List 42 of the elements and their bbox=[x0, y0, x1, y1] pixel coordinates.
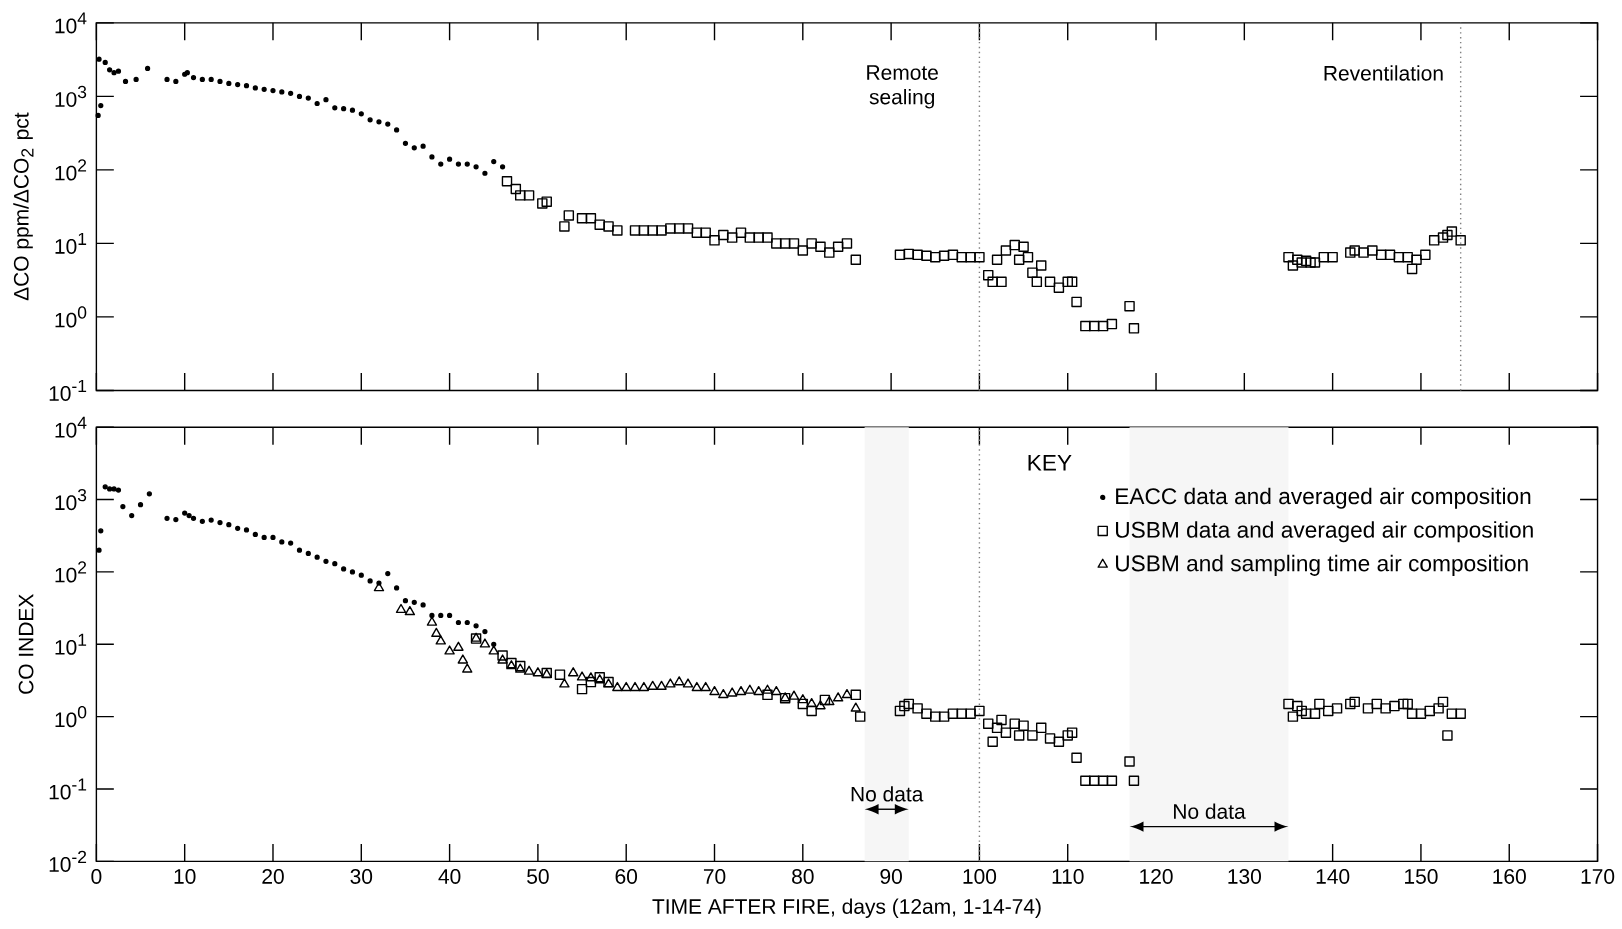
band-label: No data bbox=[851, 786, 924, 802]
y-tick-label: 10$^{3}$ bbox=[55, 85, 87, 108]
y-tick-label: 10$^{-2}$ bbox=[49, 850, 87, 873]
x-tick-label: 50 bbox=[527, 869, 549, 884]
x-axis-title: TIME AFTER FIRE, days (12am, 1-14-74) bbox=[652, 898, 1041, 919]
x-tick-label: 120 bbox=[1140, 869, 1173, 884]
legend-label: USBM and sampling time air composition bbox=[1116, 554, 1528, 576]
ref-line-label: Reventilation bbox=[1324, 65, 1443, 81]
legend-label: USBM data and averaged air composition bbox=[1116, 521, 1533, 543]
x-tick-label: 130 bbox=[1228, 869, 1261, 884]
y-axis-title: ΔCO ppm/ΔCO$_{2}$ pct bbox=[13, 112, 34, 301]
y-tick-label: 10$^{-1}$ bbox=[49, 778, 87, 800]
x-tick-label: 170 bbox=[1581, 869, 1615, 884]
y-tick-label: 10$^{0}$ bbox=[55, 306, 87, 328]
x-tick-label: 150 bbox=[1405, 869, 1438, 884]
x-tick-label: 140 bbox=[1316, 869, 1350, 884]
y-tick-label: 10$^{4}$ bbox=[55, 416, 87, 438]
ref-line-label: Remote sealing bbox=[867, 65, 938, 109]
x-tick-label: 40 bbox=[438, 869, 461, 884]
y-tick-label: 10$^{-1}$ bbox=[49, 380, 87, 401]
x-tick-label: 90 bbox=[880, 869, 902, 884]
x-tick-label: 20 bbox=[262, 869, 284, 884]
x-tick-label: 0 bbox=[91, 869, 102, 884]
band-label: No data bbox=[1174, 803, 1246, 819]
y-tick-label: 10$^{4}$ bbox=[55, 12, 87, 34]
x-tick-label: 60 bbox=[615, 869, 638, 884]
x-tick-label: 160 bbox=[1493, 869, 1526, 884]
y-tick-label: 10$^{1}$ bbox=[55, 633, 87, 655]
y-tick-label: 10$^{3}$ bbox=[55, 488, 87, 511]
legend-label: EACC data and averaged air composition bbox=[1116, 487, 1531, 509]
y-tick-label: 10$^{1}$ bbox=[55, 232, 87, 254]
x-tick-label: 80 bbox=[792, 869, 814, 884]
legend-title: KEY bbox=[1028, 454, 1072, 471]
y-tick-label: 10$^{2}$ bbox=[55, 561, 87, 583]
x-tick-label: 30 bbox=[350, 869, 373, 884]
x-tick-label: 10 bbox=[174, 869, 196, 884]
x-tick-label: 70 bbox=[703, 869, 726, 884]
y-tick-label: 10$^{0}$ bbox=[55, 706, 87, 728]
x-tick-label: 110 bbox=[1052, 869, 1084, 884]
y-tick-label: 10$^{2}$ bbox=[55, 159, 87, 181]
y-axis-title: CO INDEX bbox=[18, 594, 34, 694]
x-tick-label: 100 bbox=[963, 869, 997, 884]
